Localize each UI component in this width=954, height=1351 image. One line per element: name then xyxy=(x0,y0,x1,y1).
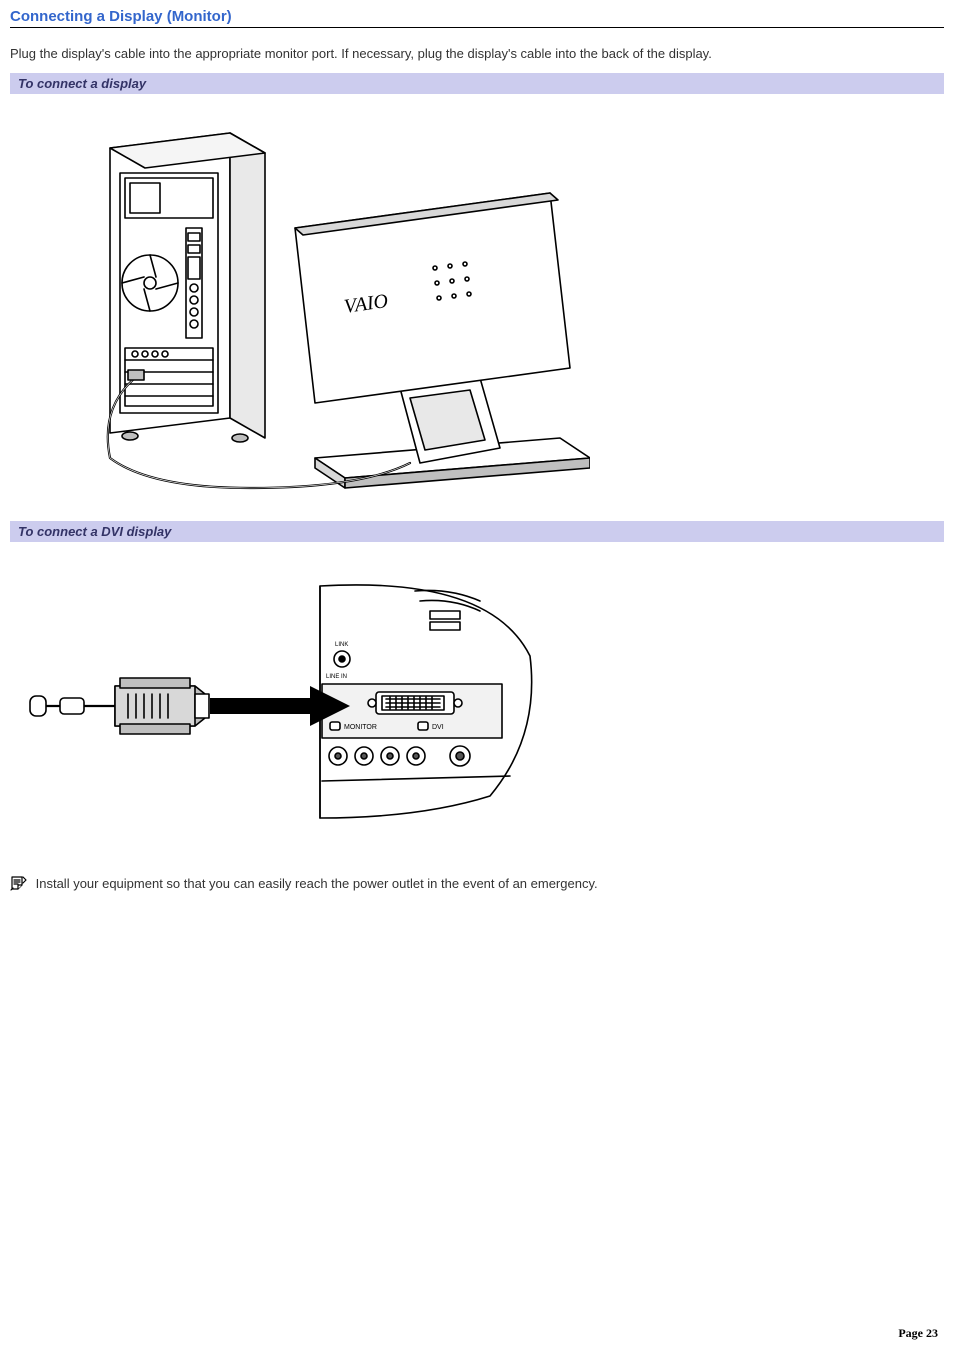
section-heading-2: To connect a DVI display xyxy=(10,521,944,542)
page-number: Page 23 xyxy=(898,1326,938,1341)
note-line: Install your equipment so that you can e… xyxy=(10,875,944,894)
figure-connect-display: VAIO xyxy=(90,118,590,503)
svg-text:LINE IN: LINE IN xyxy=(326,674,347,680)
note-text: Install your equipment so that you can e… xyxy=(36,876,598,891)
figure-2-svg: LINK LINE IN xyxy=(20,566,550,826)
figure-1-wrap: VAIO xyxy=(10,100,944,521)
svg-text:MONITOR: MONITOR xyxy=(344,724,377,731)
figure-2-wrap: LINK LINE IN xyxy=(10,548,944,849)
page: Connecting a Display (Monitor) Plug the … xyxy=(0,0,954,1351)
section-heading-1: To connect a display xyxy=(10,73,944,94)
figure-1-svg: VAIO xyxy=(90,118,590,498)
page-title: Connecting a Display (Monitor) xyxy=(10,8,944,28)
intro-text: Plug the display's cable into the approp… xyxy=(10,46,944,61)
note-icon xyxy=(10,875,28,894)
svg-text:LINK: LINK xyxy=(335,642,348,648)
figure-connect-dvi: LINK LINE IN xyxy=(20,566,550,831)
svg-text:DVI: DVI xyxy=(432,724,444,731)
